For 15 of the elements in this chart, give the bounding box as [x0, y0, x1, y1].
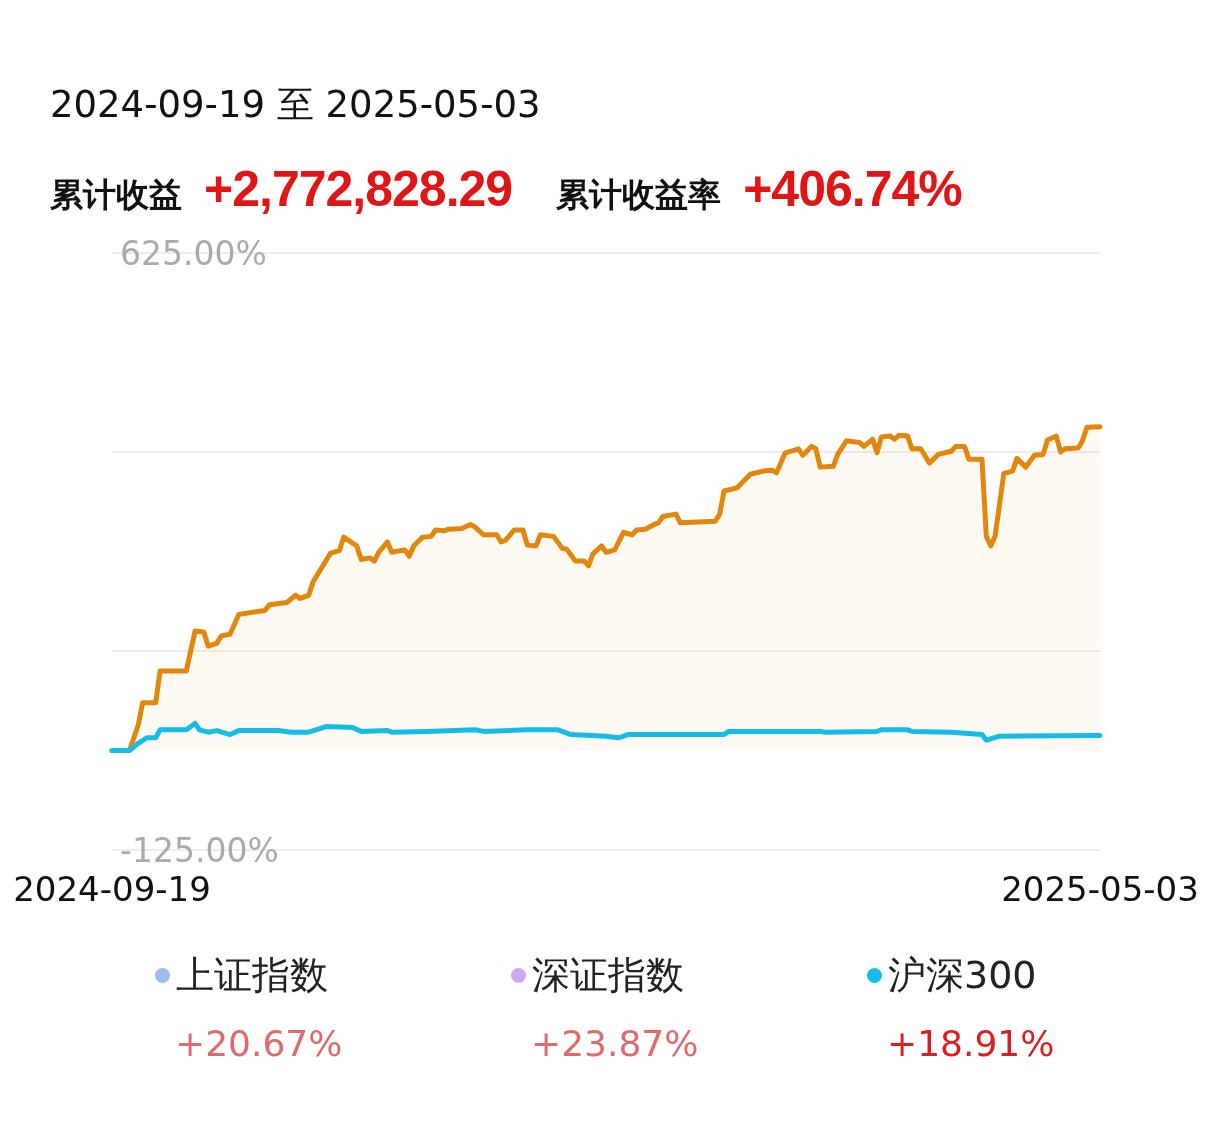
chart-title: 2024-09-19 至 2025-05-03	[50, 82, 541, 128]
text: +18.91%	[886, 1023, 1056, 1064]
legend-label: 上证指数	[175, 952, 329, 999]
text: 累计收益	[50, 174, 182, 216]
x-tick-label: 2025-05-03	[1001, 869, 1199, 909]
text: 累计收益率	[556, 174, 722, 216]
legend-label: 沪深300	[887, 952, 1038, 999]
y-tick-label: 625.00%	[120, 233, 267, 273]
text: +2,772,828.29	[204, 160, 513, 218]
text: +406.74%	[743, 160, 962, 218]
y-tick-label: -125.00%	[120, 830, 279, 870]
text: +20.67%	[174, 1023, 344, 1064]
x-tick-label: 2024-09-19	[13, 869, 211, 909]
legend-label: 深证指数	[531, 952, 685, 999]
text: +23.87%	[530, 1023, 700, 1064]
